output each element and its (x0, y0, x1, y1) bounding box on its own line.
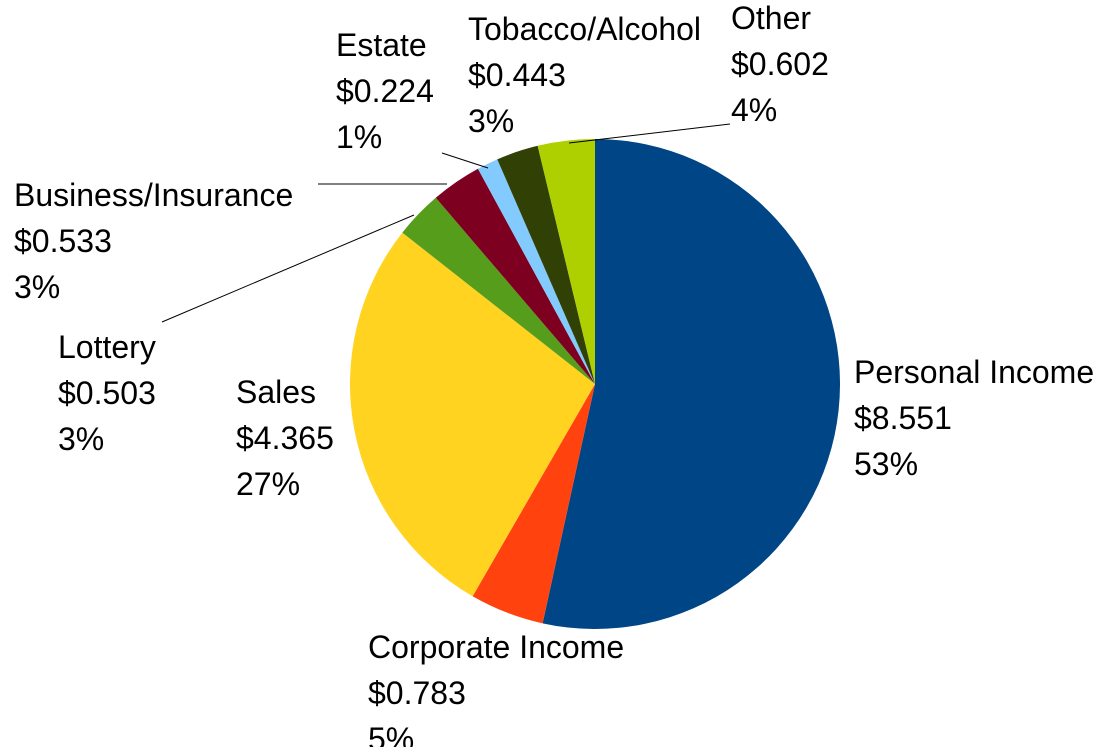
slice-corporate-income (472, 384, 595, 624)
leader-line-lottery (161, 214, 415, 323)
other-value-label: $0.602 (731, 46, 829, 82)
pie-slices (349, 139, 841, 629)
corporate-income-value-label: $0.783 (368, 675, 466, 711)
other-label: Other (731, 0, 811, 36)
business-insurance-value-label: $0.533 (14, 223, 112, 259)
leader-line-other (568, 123, 731, 144)
slice-other (537, 139, 595, 384)
business-insurance-label: Business/Insurance (14, 177, 293, 213)
slice-personal-income (542, 139, 841, 629)
lottery-label: Lottery (58, 329, 156, 365)
other-percent-label: 4% (731, 92, 777, 128)
corporate-income-percent-label: 5% (368, 721, 414, 747)
slice-lottery (402, 197, 595, 384)
leader-line-estate (441, 152, 489, 169)
estate-percent-label: 1% (336, 119, 382, 155)
tobacco-alcohol-percent-label: 3% (468, 103, 514, 139)
lottery-percent-label: 3% (58, 421, 104, 457)
slice-estate (477, 159, 595, 384)
slice-business-insurance (435, 168, 595, 384)
slice-tobacco-alcohol (497, 145, 595, 384)
lottery-value-label: $0.503 (58, 375, 156, 411)
leader-lines (161, 123, 731, 323)
personal-income-label: Personal Income (854, 354, 1094, 390)
tobacco-alcohol-label: Tobacco/Alcohol (468, 11, 701, 47)
personal-income-percent-label: 53% (854, 446, 918, 482)
personal-income-value-label: $8.551 (854, 400, 952, 436)
business-insurance-percent-label: 3% (14, 269, 60, 305)
tobacco-alcohol-value-label: $0.443 (468, 57, 566, 93)
sales-label: Sales (236, 374, 316, 410)
sales-percent-label: 27% (236, 466, 300, 502)
sales-value-label: $4.365 (236, 420, 334, 456)
corporate-income-label: Corporate Income (368, 629, 624, 665)
slice-sales (349, 232, 595, 597)
estate-label: Estate (336, 27, 427, 63)
slice-labels: Personal Income $8.551 53% Corporate Income… (14, 0, 1094, 747)
estate-value-label: $0.224 (336, 73, 434, 109)
